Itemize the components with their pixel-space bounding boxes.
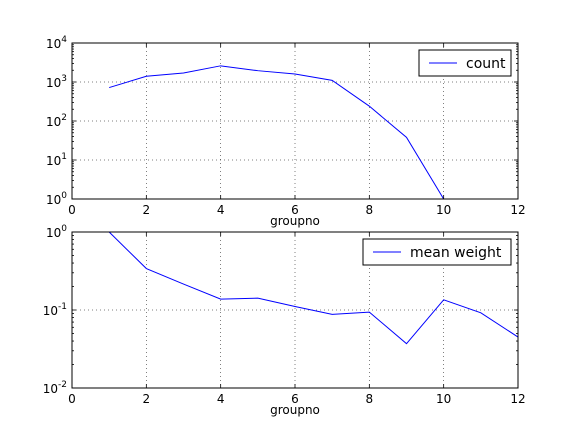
x-axis-label: groupno	[270, 403, 320, 417]
y-tick-label: 10-1	[43, 302, 67, 318]
x-tick-label: 6	[291, 392, 299, 406]
x-tick-label: 2	[143, 203, 151, 217]
x-tick-label: 6	[291, 203, 299, 217]
chart-panel-1: 0 2 4 6 8 10 12 100 101 102 103 104 groupno count	[46, 35, 526, 228]
y-tick-label: 100	[46, 224, 67, 240]
x-tick-label: 10	[436, 392, 451, 406]
legend: mean weight	[362, 238, 512, 266]
y-tick-label: 104	[46, 35, 67, 51]
y-tick-label: 10-2	[43, 380, 67, 396]
legend-label: count	[466, 56, 506, 72]
y-tick-label: 101	[46, 152, 67, 168]
x-tick-label: 2	[143, 392, 151, 406]
x-tick-label: 12	[510, 203, 525, 217]
legend-label: mean weight	[410, 245, 502, 261]
x-tick-label: 4	[217, 392, 225, 406]
x-tick-label: 12	[510, 392, 525, 406]
y-tick-label: 102	[46, 113, 67, 129]
y-tick-label: 100	[46, 191, 67, 207]
y-tick-label: 103	[46, 74, 67, 90]
series-line-count	[109, 65, 445, 200]
x-tick-label: 8	[366, 203, 374, 217]
x-tick-label: 4	[217, 203, 225, 217]
chart-panel-2: 0 2 4 6 8 10 12 10-2 10-1 100 groupno mean weight	[43, 224, 526, 417]
x-tick-label: 0	[68, 392, 76, 406]
x-tick-label: 0	[68, 203, 76, 217]
x-axis-label: groupno	[270, 214, 320, 228]
x-tick-label: 10	[436, 203, 451, 217]
series-line-mean-weight	[108, 231, 519, 345]
x-tick-label: 8	[366, 392, 374, 406]
legend: count	[418, 49, 512, 77]
